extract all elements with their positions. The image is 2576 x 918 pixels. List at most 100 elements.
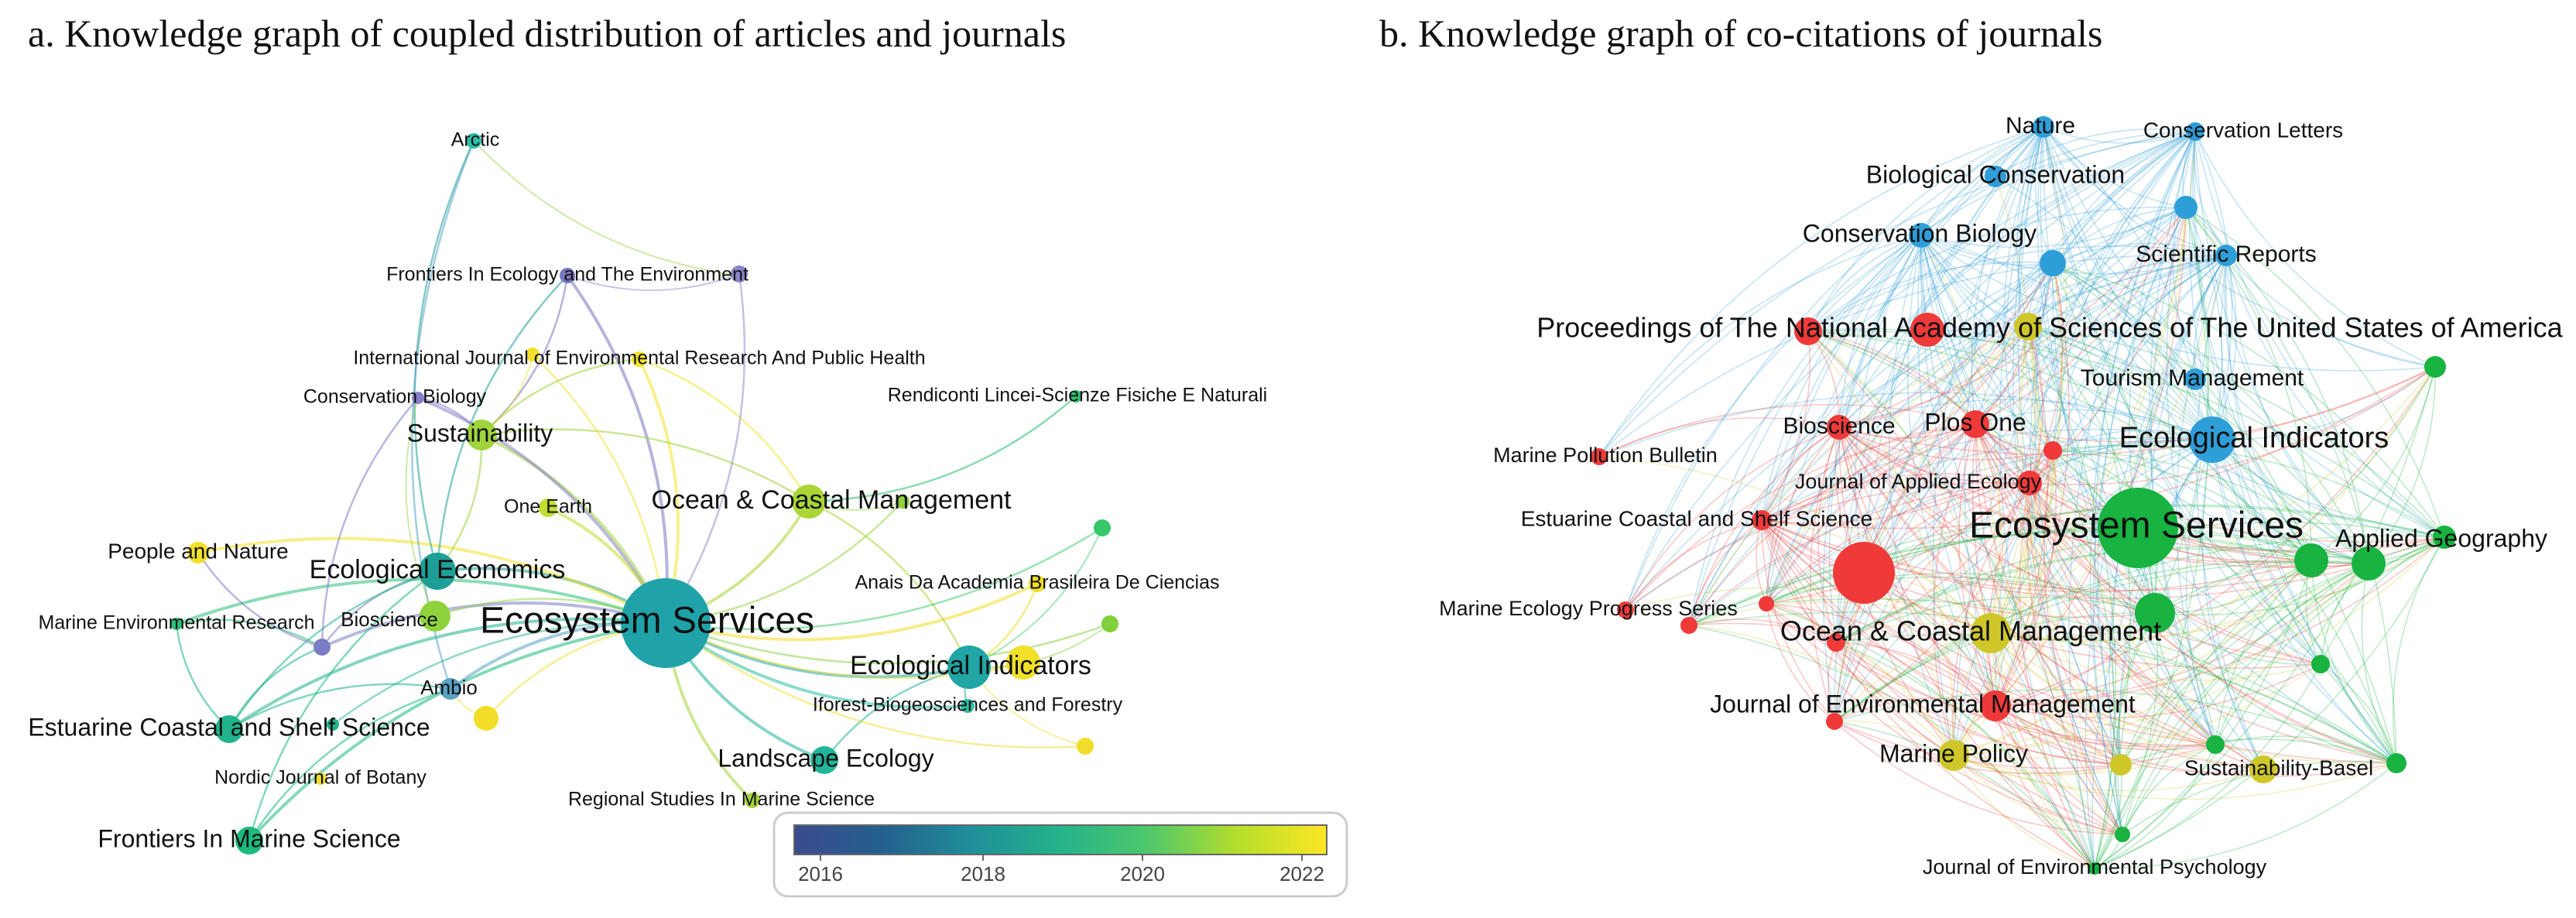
network-node bbox=[1077, 738, 1094, 755]
edge bbox=[1834, 721, 2216, 769]
edge bbox=[1838, 399, 2213, 440]
network-node bbox=[187, 542, 209, 563]
edge bbox=[1888, 235, 1954, 756]
edge bbox=[2122, 536, 2445, 835]
edge bbox=[2052, 262, 2213, 440]
edge bbox=[2030, 262, 2123, 835]
edge bbox=[2034, 126, 2054, 264]
edge bbox=[2211, 255, 2238, 440]
edge bbox=[1766, 439, 2213, 605]
edge bbox=[2043, 126, 2227, 256]
network-node bbox=[1938, 740, 1969, 771]
edge bbox=[1995, 207, 2187, 707]
edge bbox=[2052, 262, 2397, 764]
edge bbox=[1688, 426, 1840, 626]
network-node bbox=[2352, 546, 2386, 581]
edge bbox=[1688, 326, 2029, 626]
node-label: International Journal of Environmental R… bbox=[353, 348, 925, 369]
node-label: Nature bbox=[2006, 113, 2075, 139]
node-label: Ecological Indicators bbox=[850, 651, 1091, 680]
edge bbox=[1834, 559, 2312, 722]
network-node bbox=[961, 699, 975, 713]
edge bbox=[2154, 366, 2436, 614]
edge bbox=[1999, 126, 2095, 869]
colorbar-tick-label: 2016 bbox=[798, 862, 843, 885]
edge bbox=[1838, 235, 1922, 428]
edge bbox=[1995, 176, 2213, 440]
node-label: Ocean & Coastal Management bbox=[652, 485, 1012, 515]
edge bbox=[1761, 519, 2312, 593]
colorbar-tick-label: 2022 bbox=[1279, 862, 1324, 885]
edge bbox=[1688, 625, 2095, 869]
node-label: Biological Conservation bbox=[1866, 160, 2125, 188]
edge bbox=[1761, 326, 2029, 521]
edge bbox=[2120, 563, 2369, 766]
edge bbox=[1761, 519, 1954, 756]
edge bbox=[824, 666, 970, 761]
node-label: Rendiconti Lincei-Scienze Fisiche E Natu… bbox=[888, 385, 1268, 406]
edge bbox=[1951, 482, 2030, 756]
edge bbox=[1975, 409, 2213, 440]
edge bbox=[1975, 423, 2445, 543]
edge bbox=[2211, 439, 2397, 764]
edge bbox=[2193, 131, 2227, 256]
node-label: Bioscience bbox=[341, 608, 438, 631]
edge bbox=[481, 358, 640, 436]
edge bbox=[2043, 126, 2213, 440]
edge bbox=[1953, 744, 2216, 775]
network-node bbox=[2115, 827, 2130, 842]
edge bbox=[2185, 207, 2223, 440]
edge bbox=[1688, 601, 1992, 634]
edge bbox=[2122, 560, 2312, 835]
network-node bbox=[896, 495, 909, 509]
edge bbox=[1761, 519, 2122, 766]
node-label: Regional Studies In Marine Science bbox=[568, 789, 875, 810]
edge bbox=[473, 140, 742, 276]
edge bbox=[1834, 721, 2122, 774]
edge bbox=[2097, 207, 2187, 766]
edge bbox=[1761, 450, 2054, 524]
edge bbox=[1920, 131, 2196, 236]
edge bbox=[1920, 235, 2054, 266]
edge bbox=[1766, 482, 2030, 605]
edge bbox=[1688, 505, 2445, 626]
edge bbox=[1990, 632, 2122, 766]
network-node bbox=[1101, 615, 1118, 632]
edge bbox=[1807, 126, 2044, 332]
year-colorbar: 2016 2018 2020 2022 bbox=[772, 811, 1348, 898]
edge bbox=[2052, 255, 2227, 451]
edge bbox=[228, 646, 323, 730]
edge bbox=[2154, 560, 2312, 614]
edge bbox=[1838, 255, 2227, 428]
edge bbox=[2176, 255, 2227, 745]
edge bbox=[1920, 235, 2029, 327]
node-label: Ecosystem Services bbox=[480, 601, 814, 642]
edge bbox=[1920, 235, 2312, 561]
edge bbox=[1761, 519, 2123, 835]
edge bbox=[2027, 326, 2213, 440]
edge bbox=[2052, 242, 2227, 264]
edge bbox=[2052, 450, 2115, 869]
edge bbox=[1838, 131, 2196, 428]
edge bbox=[2154, 560, 2369, 614]
edge bbox=[1766, 603, 2123, 835]
edge bbox=[1975, 423, 2321, 665]
edge bbox=[1995, 705, 2122, 766]
edge bbox=[2027, 326, 2312, 561]
edge bbox=[1920, 235, 2445, 538]
edge bbox=[1835, 596, 2156, 643]
node-label: Tourism Management bbox=[2081, 365, 2304, 391]
node-label: One Earth bbox=[504, 496, 592, 518]
edge bbox=[1990, 632, 2123, 835]
edge bbox=[2361, 563, 2397, 764]
edge bbox=[1835, 633, 2397, 764]
edge bbox=[1625, 423, 1976, 611]
edge bbox=[1927, 329, 2213, 440]
edge bbox=[1995, 326, 2049, 707]
edge bbox=[2035, 262, 2054, 451]
edge bbox=[1838, 426, 2095, 869]
edge bbox=[1835, 548, 2312, 643]
edge bbox=[1766, 603, 2095, 869]
edge bbox=[197, 552, 323, 649]
network-node bbox=[2174, 196, 2197, 219]
